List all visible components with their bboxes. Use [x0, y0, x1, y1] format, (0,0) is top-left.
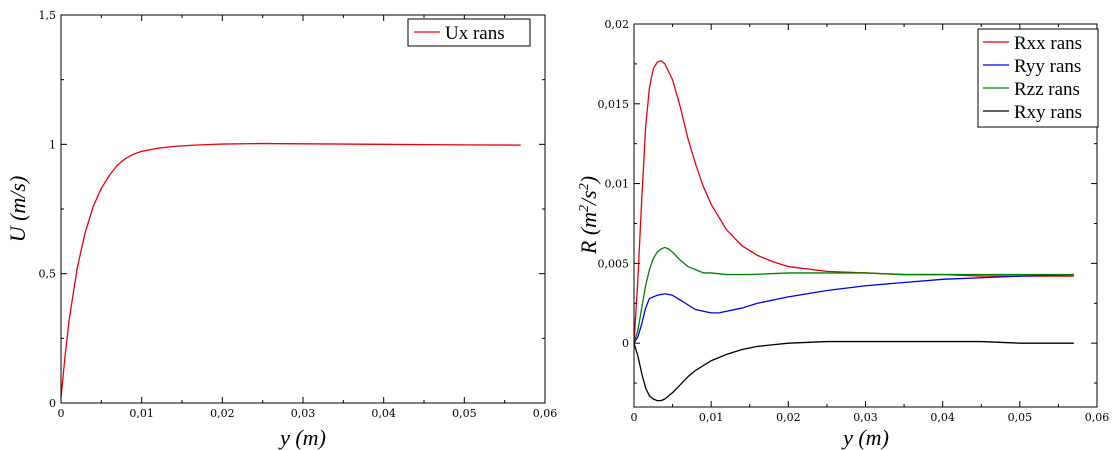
chart2-y-tick-label: 0 — [622, 337, 629, 350]
chart1-legend-label-ux: Ux rans — [445, 23, 505, 44]
chart1-x-tick-label: 0,03 — [291, 407, 316, 420]
chart2-y-tick-label: 0,015 — [598, 98, 630, 111]
chart2-x-tick-label: 0,02 — [776, 411, 801, 424]
chart1-x-tick-label: 0,06 — [533, 407, 558, 420]
chart1-plot-frame — [60, 14, 546, 404]
chart2-x-tick-label: 0 — [631, 411, 638, 424]
chart1-x-tick-label: 0,02 — [210, 407, 235, 420]
chart1-legend: Ux rans — [407, 18, 531, 47]
chart2-x-tick-label: 0,01 — [699, 411, 724, 424]
velocity-chart: 0 0,01 0,02 0,03 0,04 0,05 0,06 0 0,5 1 1,5 y (m)… — [5, 9, 557, 450]
chart1-series-line-ux — [60, 142, 521, 398]
chart2-y-title-part-s: /s — [576, 190, 601, 207]
chart2-y-tick-label: 0,005 — [598, 257, 630, 270]
chart1-y-tick-label: 1,5 — [39, 9, 57, 22]
chart2-legend-label-rxx: Rxx rans — [1014, 33, 1082, 54]
chart2-legend-label-rxy: Rxy rans — [1014, 102, 1082, 123]
chart2-legend-label-ryy: Ryy rans — [1014, 56, 1081, 77]
chart2-y-title-part-r: R (m — [576, 212, 601, 255]
chart1-y-tick-label: 1 — [49, 138, 56, 151]
chart2-series-line-rxy — [633, 340, 1074, 402]
chart2-y-axis-title: R (m2/s2) — [576, 176, 601, 255]
chart2-x-tick-label: 0,05 — [1008, 411, 1033, 424]
chart2-x-axis-title: y (m) — [841, 425, 889, 450]
chart1-y-tick-label: 0,5 — [39, 268, 57, 281]
chart1-x-tick-label: 0 — [58, 407, 65, 420]
chart1-y-axis-title: U (m/s) — [5, 176, 30, 243]
chart1-x-tick-label: 0,04 — [371, 407, 396, 420]
chart2-y-title-sup1: 2 — [577, 205, 592, 212]
chart2-y-tick-label: 0,01 — [605, 178, 630, 191]
chart2-y-tick-label: 0,02 — [605, 18, 630, 31]
chart2-y-ticks: 0 0,005 0,01 0,015 0,02 — [598, 18, 1097, 384]
stress-chart: 0 0,01 0,02 0,03 0,04 0,05 0,06 0 0,005 0,01 0,01… — [576, 18, 1109, 450]
chart1-x-tick-label: 0,01 — [129, 407, 154, 420]
chart1-x-axis-title: y (m) — [278, 425, 326, 450]
chart1-y-ticks: 0 0,5 1 1,5 — [39, 9, 545, 410]
chart1-x-ticks: 0 0,01 0,02 0,03 0,04 0,05 0,06 — [58, 15, 558, 420]
chart2-x-ticks: 0 0,01 0,02 0,03 0,04 0,05 0,06 — [631, 24, 1110, 424]
chart1-y-tick-label: 0 — [49, 397, 56, 410]
chart2-legend-label-rzz: Rzz rans — [1014, 79, 1080, 100]
chart2-x-tick-label: 0,06 — [1085, 411, 1110, 424]
chart2-series-line-rzz — [633, 246, 1074, 344]
chart2-series-layer — [633, 60, 1074, 402]
chart2-x-tick-label: 0,03 — [853, 411, 878, 424]
chart2-y-title-sup2: 2 — [577, 183, 592, 190]
chart1-x-tick-label: 0,05 — [452, 407, 477, 420]
chart1-series-layer — [60, 142, 521, 398]
chart2-series-line-ryy — [633, 273, 1074, 344]
chart2-y-title-close: ) — [576, 176, 601, 185]
chart2-x-tick-label: 0,04 — [930, 411, 955, 424]
